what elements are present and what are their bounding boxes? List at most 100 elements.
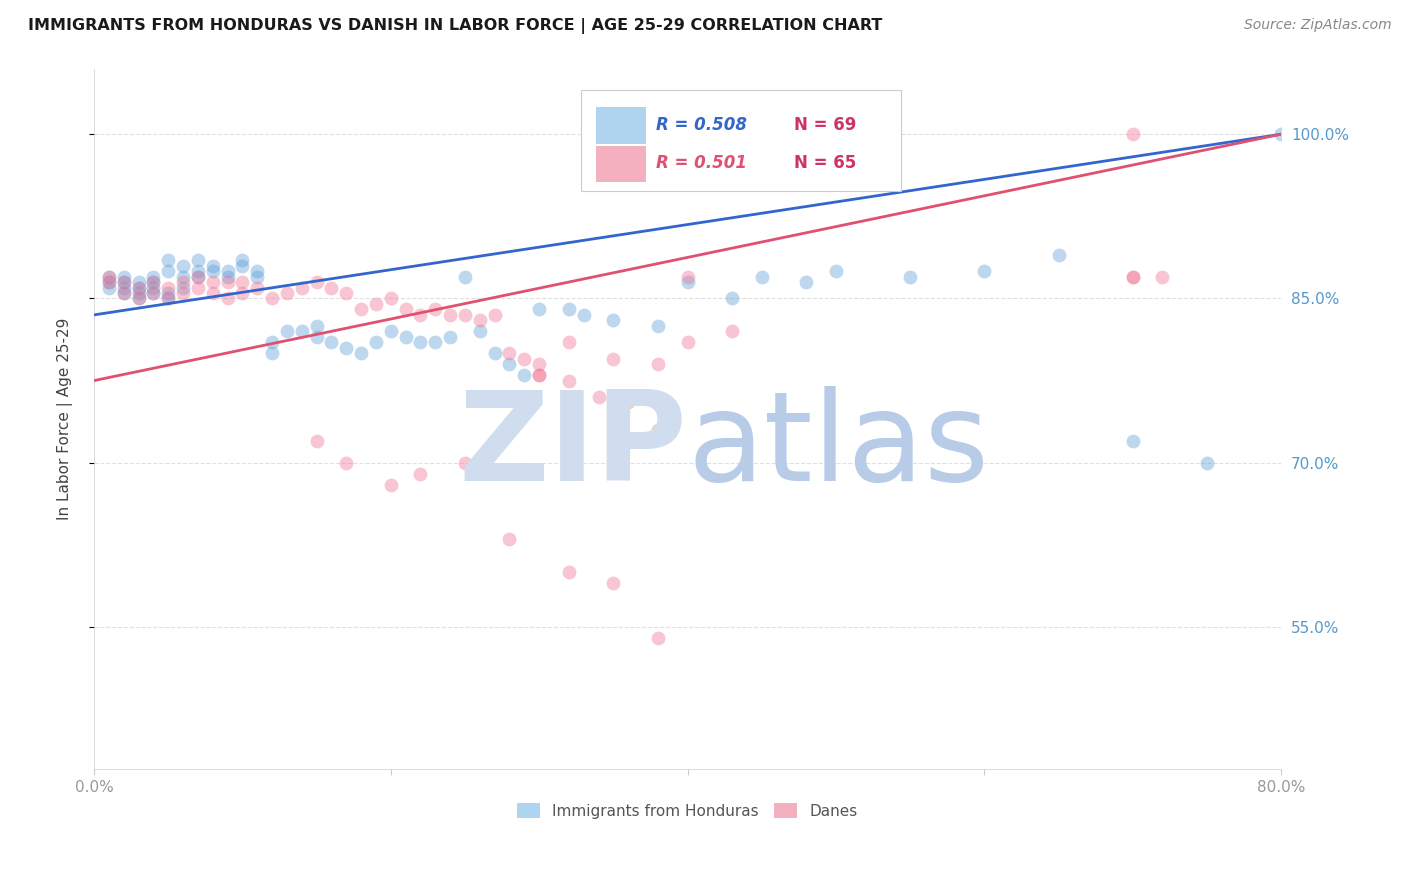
Point <box>157 264 180 278</box>
Point <box>291 324 314 338</box>
Point <box>425 335 447 350</box>
Text: R = 0.501: R = 0.501 <box>655 154 747 172</box>
FancyBboxPatch shape <box>596 145 645 182</box>
Point <box>262 346 284 360</box>
Point <box>142 280 165 294</box>
Point <box>305 434 328 448</box>
Point <box>527 357 550 371</box>
Point <box>97 275 120 289</box>
Point <box>335 341 357 355</box>
Point <box>751 269 773 284</box>
Point <box>128 275 150 289</box>
Point <box>898 269 921 284</box>
Point <box>97 269 120 284</box>
Point <box>231 253 253 268</box>
Point <box>217 269 239 284</box>
Point <box>647 631 669 645</box>
Point <box>187 269 209 284</box>
Point <box>558 374 581 388</box>
Point <box>498 357 520 371</box>
Point <box>602 351 624 366</box>
Point <box>602 313 624 327</box>
Point <box>128 285 150 300</box>
Point <box>468 313 491 327</box>
Point <box>231 259 253 273</box>
Point <box>172 269 194 284</box>
Point <box>201 285 224 300</box>
Point <box>1152 269 1174 284</box>
Point <box>617 395 640 409</box>
Point <box>305 330 328 344</box>
Point <box>142 269 165 284</box>
Point <box>498 533 520 547</box>
Point <box>676 275 699 289</box>
Point <box>394 330 416 344</box>
Point <box>721 324 744 338</box>
Point <box>217 275 239 289</box>
Point <box>1122 434 1144 448</box>
Point <box>825 264 848 278</box>
Point <box>142 285 165 300</box>
Point <box>305 275 328 289</box>
Point <box>187 253 209 268</box>
Point <box>721 292 744 306</box>
Point <box>676 335 699 350</box>
FancyBboxPatch shape <box>581 89 901 191</box>
Point <box>973 264 995 278</box>
Point <box>513 368 536 383</box>
Point <box>380 324 402 338</box>
Point <box>794 275 817 289</box>
Text: ZIP: ZIP <box>458 386 688 508</box>
Point <box>112 280 135 294</box>
Point <box>498 346 520 360</box>
Point <box>157 285 180 300</box>
Point <box>350 302 373 317</box>
Point <box>276 324 298 338</box>
Legend: Immigrants from Honduras, Danes: Immigrants from Honduras, Danes <box>512 797 863 825</box>
Point <box>1270 127 1292 141</box>
Point <box>97 269 120 284</box>
Point <box>112 275 135 289</box>
Point <box>454 269 477 284</box>
Point <box>187 269 209 284</box>
Point <box>380 292 402 306</box>
Point <box>513 351 536 366</box>
Point <box>97 275 120 289</box>
Point <box>112 285 135 300</box>
Point <box>364 335 387 350</box>
Point <box>588 390 610 404</box>
Point <box>246 264 269 278</box>
Point <box>157 292 180 306</box>
Point <box>157 253 180 268</box>
Point <box>1195 456 1218 470</box>
Point <box>647 318 669 333</box>
Point <box>187 264 209 278</box>
Point <box>157 280 180 294</box>
Point <box>558 335 581 350</box>
Point <box>425 302 447 317</box>
Point <box>321 335 343 350</box>
Point <box>439 308 461 322</box>
Point <box>647 357 669 371</box>
Point <box>262 335 284 350</box>
Point <box>172 275 194 289</box>
Point <box>187 280 209 294</box>
Point <box>527 302 550 317</box>
Point <box>142 275 165 289</box>
Point <box>602 576 624 591</box>
Text: IMMIGRANTS FROM HONDURAS VS DANISH IN LABOR FORCE | AGE 25-29 CORRELATION CHART: IMMIGRANTS FROM HONDURAS VS DANISH IN LA… <box>28 18 883 34</box>
Point <box>484 346 506 360</box>
Point <box>128 280 150 294</box>
Point <box>409 335 432 350</box>
Point <box>409 308 432 322</box>
Point <box>558 302 581 317</box>
Y-axis label: In Labor Force | Age 25-29: In Labor Force | Age 25-29 <box>58 318 73 520</box>
Point <box>1122 269 1144 284</box>
Point <box>454 456 477 470</box>
Point <box>484 308 506 322</box>
Point <box>1122 269 1144 284</box>
Text: N = 69: N = 69 <box>794 116 856 134</box>
Point <box>291 280 314 294</box>
Point <box>335 285 357 300</box>
Point <box>217 264 239 278</box>
